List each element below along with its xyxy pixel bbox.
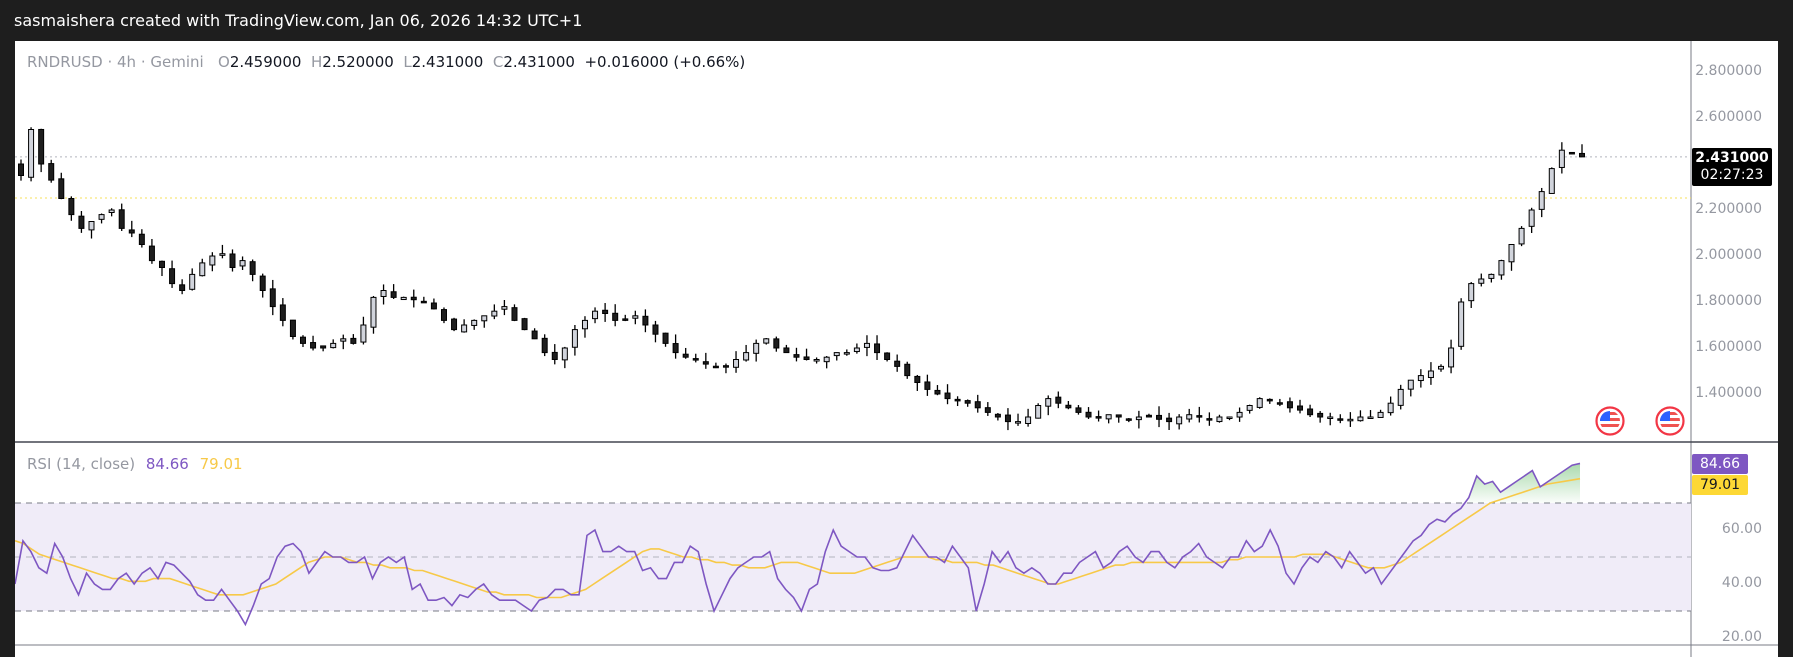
chart-frame: RNDRUSD · 4h · Gemini O2.459000 H2.52000… [15, 41, 1778, 657]
us-flag-icon[interactable] [1595, 406, 1625, 436]
rsi-value-tag: 84.66 [1692, 454, 1748, 474]
symbol-name[interactable]: RNDRUSD [27, 53, 103, 71]
close-value: 2.431000 [503, 53, 575, 71]
price-legend: RNDRUSD · 4h · Gemini O2.459000 H2.52000… [27, 53, 746, 71]
rsi-tick: 40.00 [1721, 575, 1762, 591]
us-flag-icon[interactable] [1655, 406, 1685, 436]
low-label: L [403, 53, 412, 71]
rsi-ma-value: 79.01 [199, 455, 243, 473]
price-tick: 1.600000 [1695, 339, 1762, 355]
high-value: 2.520000 [322, 53, 394, 71]
low-value: 2.431000 [411, 53, 484, 71]
price-tick: 1.800000 [1695, 293, 1762, 309]
interval: 4h [117, 53, 137, 71]
change-value: +0.016000 (+0.66%) [584, 53, 746, 71]
open-label: O [218, 53, 230, 71]
price-tick: 2.800000 [1695, 63, 1762, 79]
high-label: H [310, 53, 323, 71]
exchange: Gemini [150, 53, 204, 71]
price-tick: 1.400000 [1695, 385, 1762, 401]
rsi-tick: 20.00 [1721, 629, 1762, 645]
close-label: C [492, 53, 504, 71]
price-tick: 2.200000 [1695, 201, 1762, 217]
rsi-legend: RSI (14, close) 84.66 79.01 [27, 455, 243, 473]
bar-countdown: 02:27:23 [1700, 167, 1764, 183]
open-value: 2.459000 [229, 53, 302, 71]
chart-header-title: sasmaishera created with TradingView.com… [0, 0, 1793, 41]
rsi-ma-value-tag: 79.01 [1692, 475, 1748, 495]
price-tick: 2.000000 [1695, 247, 1762, 263]
current-price-tag: 2.431000 02:27:23 [1692, 148, 1772, 186]
rsi-value: 84.66 [145, 455, 189, 473]
current-price: 2.431000 [1695, 150, 1769, 166]
price-tick: 2.600000 [1695, 109, 1762, 125]
rsi-tick: 60.00 [1721, 521, 1762, 537]
rsi-title[interactable]: RSI (14, close) [27, 455, 136, 473]
chart-canvas[interactable] [15, 41, 1778, 657]
